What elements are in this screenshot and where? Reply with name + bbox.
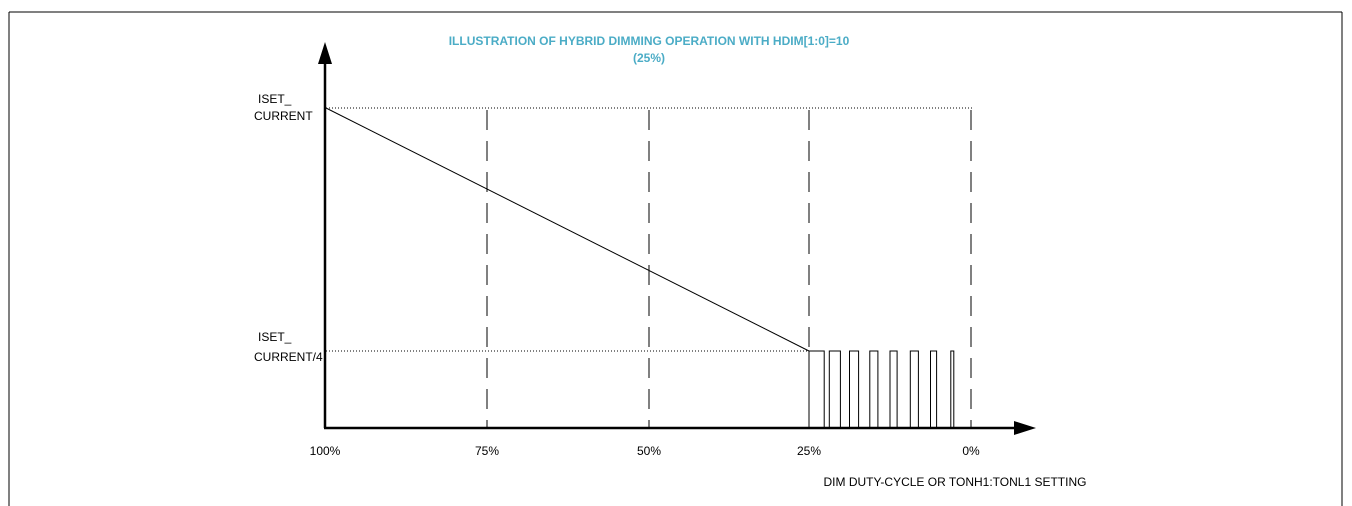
x-axis-arrowhead: [1014, 421, 1036, 435]
y-level-label-full-line1: ISET_: [258, 92, 292, 106]
x-tick-label-50: 50%: [637, 444, 661, 458]
pwm-pulses-path: [808, 350, 955, 428]
y-level-label-quarter-line1: ISET_: [258, 330, 292, 344]
analog-dimming-ramp: [325, 107, 810, 352]
x-tick-label-25: 25%: [797, 444, 821, 458]
x-axis-title: DIM DUTY-CYCLE OR TONH1:TONL1 SETTING: [824, 475, 1087, 489]
y-level-label-quarter-line2: CURRENT/4: [254, 350, 323, 364]
pwm-pulse-train: [808, 350, 955, 428]
diagram-title-line2: (25%): [633, 51, 665, 65]
x-tick-label-75: 75%: [475, 444, 499, 458]
x-tick-label-100: 100%: [310, 444, 341, 458]
x-tick-label-0: 0%: [962, 444, 980, 458]
y-axis-arrowhead: [318, 42, 332, 64]
y-level-label-full-line2: CURRENT: [254, 109, 313, 123]
diagram-title-line1: ILLUSTRATION OF HYBRID DIMMING OPERATION…: [449, 34, 850, 48]
